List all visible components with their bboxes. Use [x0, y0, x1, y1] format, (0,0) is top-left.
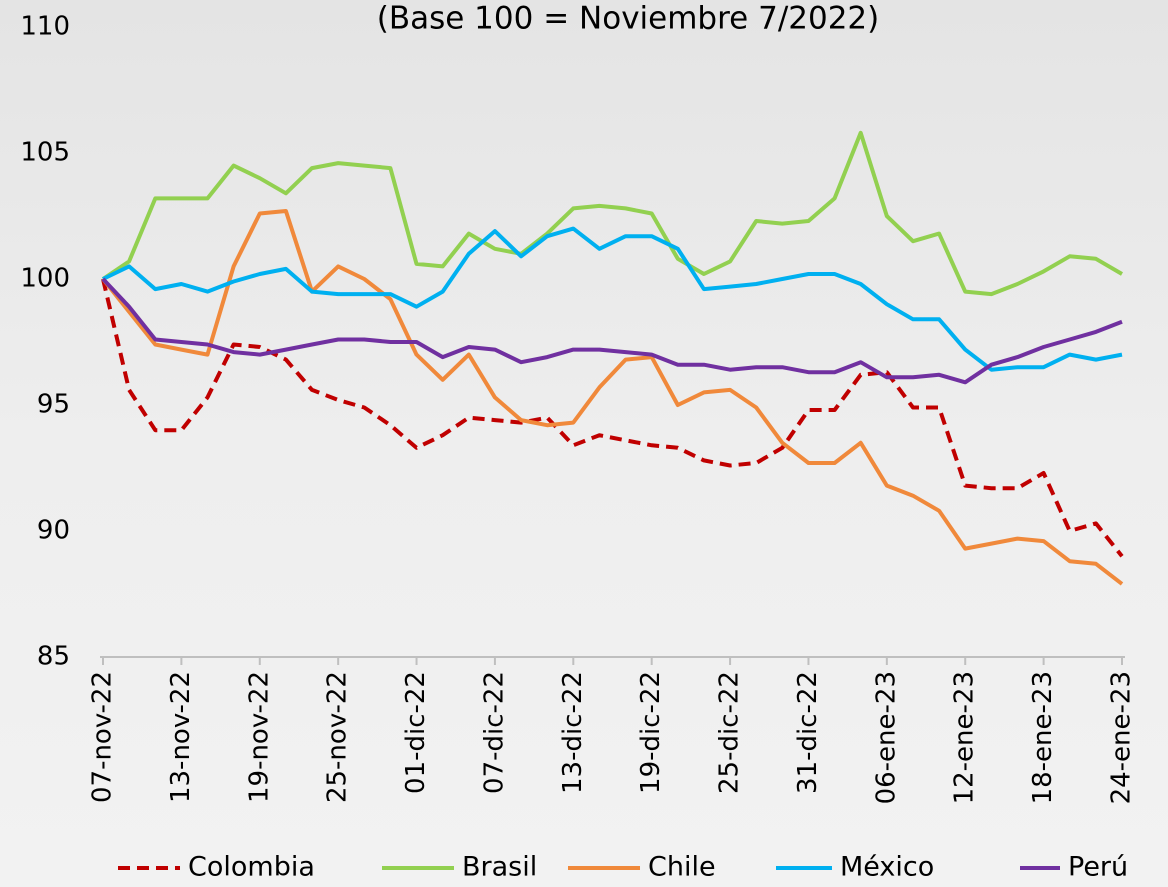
x-tick-label: 13-nov-22 [166, 671, 196, 803]
y-tick-label: 110 [20, 12, 70, 42]
x-tick-label: 19-nov-22 [244, 671, 274, 803]
legend-label: Brasil [462, 852, 537, 883]
series-line [102, 226, 1123, 372]
series-line [101, 209, 1124, 586]
y-tick-label: 100 [20, 264, 70, 294]
series-line [101, 277, 1123, 385]
chart-title: (Base 100 = Noviembre 7/2022) [377, 1, 880, 37]
series-line [101, 130, 1124, 297]
x-tick-label: 19-dic-22 [636, 671, 666, 794]
x-tick-label: 01-dic-22 [401, 671, 431, 794]
x-tick-label: 07-nov-22 [88, 671, 118, 803]
x-tick-label: 18-ene-23 [1028, 671, 1058, 804]
x-tick-label: 06-ene-23 [871, 671, 901, 804]
legend-label: Chile [648, 852, 716, 883]
y-tick-label: 85 [37, 642, 70, 672]
x-tick-label: 13-dic-22 [558, 671, 588, 794]
y-tick-label: 95 [37, 390, 70, 420]
y-tick-label: 90 [37, 516, 70, 546]
x-tick-label: 25-dic-22 [715, 671, 745, 794]
legend-label: Perú [1068, 852, 1128, 883]
x-tick-label: 31-dic-22 [793, 671, 823, 794]
y-tick-label: 105 [20, 138, 70, 168]
x-tick-label: 12-ene-23 [950, 671, 980, 804]
x-tick-label: 24-ene-23 [1107, 671, 1137, 804]
x-tick-label: 25-nov-22 [323, 671, 353, 803]
legend-label: México [840, 852, 934, 883]
legend-label: Colombia [188, 852, 315, 883]
x-tick-label: 07-dic-22 [479, 671, 509, 794]
